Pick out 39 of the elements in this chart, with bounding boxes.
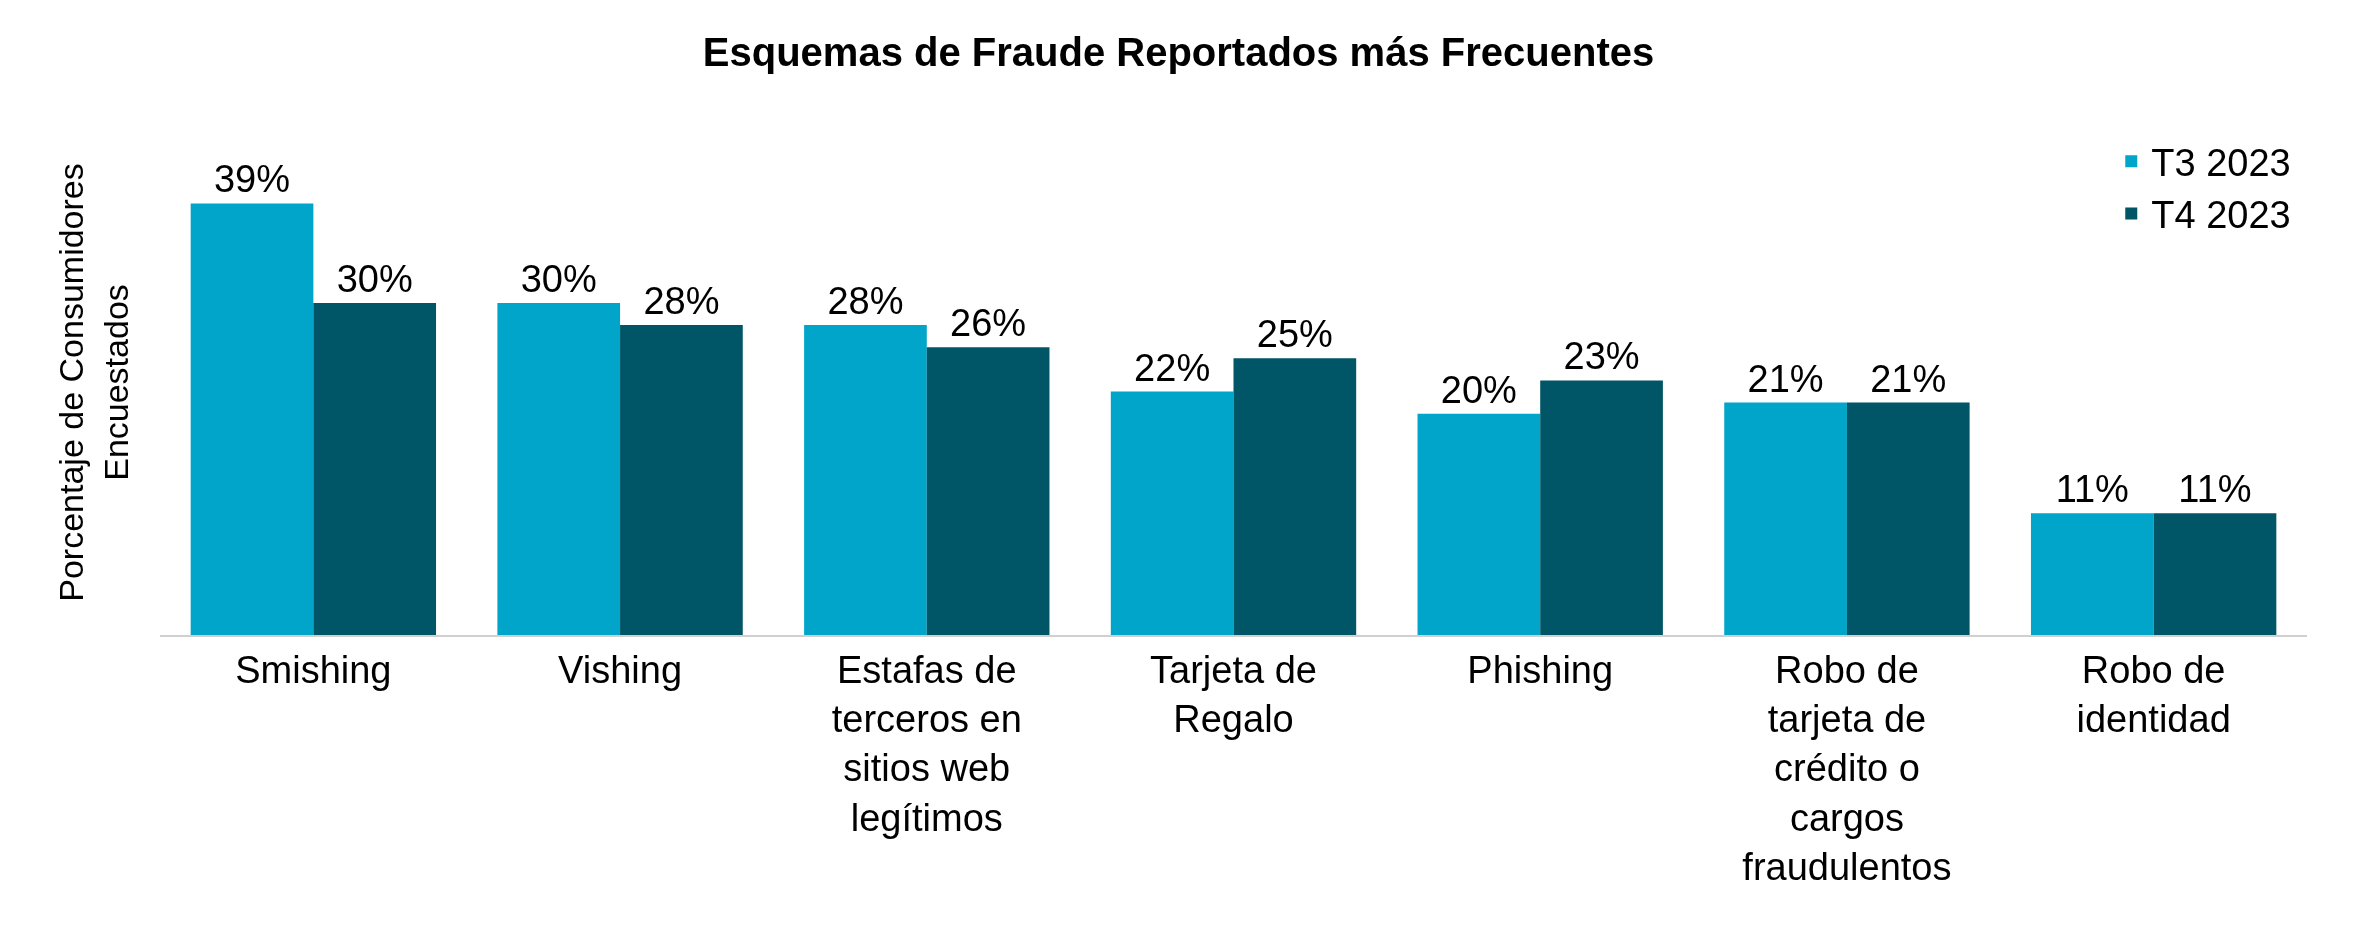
data-label: 21% [1747,357,1824,400]
bar [2153,513,2277,635]
legend-label: T4 2023 [2151,194,2291,237]
legend-label: T3 2023 [2151,142,2291,185]
data-label: 39% [213,158,291,201]
bar [2030,513,2154,635]
data-label: 21% [1870,357,1947,400]
data-label: 30% [336,257,413,300]
data-label: 11% [2178,468,2252,511]
x-tick-label: Estafas de terceros en sitios web legítimos [831,648,1022,839]
data-label: 28% [643,280,720,323]
x-tick-label: Tarjeta de Regalo [1150,648,1317,740]
bar [1724,402,1847,635]
x-tick-label: Phishing [1467,648,1614,691]
data-label: 20% [1440,368,1517,411]
chart-title: Esquemas de Fraude Reportados más Frecuentes [702,29,1655,74]
bar [620,325,743,635]
bar [1540,380,1663,635]
bar [1417,413,1541,635]
bar [1110,391,1234,635]
data-label: 22% [1134,346,1211,389]
data-label: 30% [520,257,597,300]
bar [1846,402,1970,635]
y-axis-title: Porcentaje de Consumidores Encuestados [52,163,135,602]
data-label: 26% [950,302,1027,345]
data-label: 28% [827,280,904,323]
bar [1233,358,1357,635]
bar [926,347,1050,635]
bar [497,302,621,635]
data-label: 23% [1563,335,1640,378]
x-tick-label: Robo de identidad [2076,648,2231,740]
x-tick-label: Vishing [558,648,683,691]
x-tick-label: Smishing [235,648,392,691]
bar [313,302,437,635]
x-tick-label: Robo de tarjeta de crédito o cargos fraudulentos [1742,648,1952,889]
data-label: 25% [1256,313,1333,356]
data-label: 11% [2055,468,2129,511]
bar [190,203,314,635]
bar [804,325,927,635]
